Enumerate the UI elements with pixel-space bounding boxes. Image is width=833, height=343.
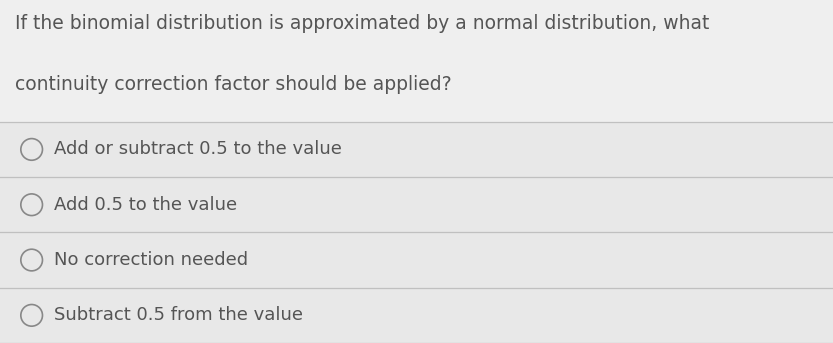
Bar (0, 122, 833, 177)
Text: No correction needed: No correction needed (54, 251, 248, 269)
Bar (0, 177, 833, 233)
Text: Add or subtract 0.5 to the value: Add or subtract 0.5 to the value (54, 140, 342, 158)
Bar (0, 288, 833, 343)
Text: If the binomial distribution is approximated by a normal distribution, what: If the binomial distribution is approxim… (15, 14, 710, 33)
Bar (0, 0, 833, 122)
Bar (0, 233, 833, 288)
Text: Subtract 0.5 from the value: Subtract 0.5 from the value (54, 306, 303, 324)
Text: Add 0.5 to the value: Add 0.5 to the value (54, 196, 237, 214)
Text: continuity correction factor should be applied?: continuity correction factor should be a… (15, 75, 451, 94)
